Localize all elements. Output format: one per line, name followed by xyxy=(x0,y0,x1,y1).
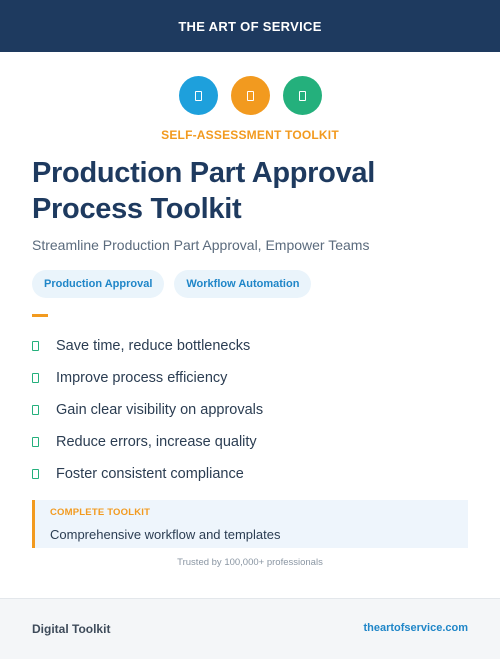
benefit-item: Foster consistent compliance xyxy=(32,458,263,490)
benefit-item: Save time, reduce bottlenecks xyxy=(32,330,263,362)
check-icon xyxy=(32,437,39,447)
benefit-item: Improve process efficiency xyxy=(32,362,263,394)
accent-divider xyxy=(32,314,48,317)
benefit-item: Reduce errors, increase quality xyxy=(32,426,263,458)
website-link[interactable]: theartofservice.com xyxy=(363,622,468,634)
benefit-list: Save time, reduce bottlenecks Improve pr… xyxy=(32,330,263,490)
document-icon xyxy=(246,90,254,101)
document-icon-orange xyxy=(230,76,270,115)
tag-production-approval: Production Approval xyxy=(32,270,165,298)
check-icon xyxy=(32,405,39,415)
benefit-text: Foster consistent compliance xyxy=(56,466,244,482)
subtitle: Streamline Production Part Approval, Emp… xyxy=(32,237,370,253)
footer-label: Digital Toolkit xyxy=(32,622,111,636)
kicker-label: SELF-ASSESSMENT TOOLKIT xyxy=(161,128,339,142)
footer: Digital Toolkit theartofservice.com xyxy=(0,598,500,659)
check-icon xyxy=(32,469,39,479)
check-icon xyxy=(32,341,39,351)
document-icon-green xyxy=(282,76,322,115)
tag-list: Production Approval Workflow Automation xyxy=(32,270,312,298)
benefit-text: Improve process efficiency xyxy=(56,370,228,386)
header-bar: THE ART OF SERVICE xyxy=(0,0,500,52)
benefit-text: Gain clear visibility on approvals xyxy=(56,402,264,418)
document-icon xyxy=(298,90,306,101)
benefit-item: Gain clear visibility on approvals xyxy=(32,394,263,426)
icon-row xyxy=(0,76,500,115)
callout-label: COMPLETE TOOLKIT xyxy=(50,507,151,518)
complete-toolkit-callout: COMPLETE TOOLKIT Comprehensive workflow … xyxy=(32,500,468,548)
check-icon xyxy=(32,373,39,383)
document-icon xyxy=(194,90,202,101)
brand-name: THE ART OF SERVICE xyxy=(178,18,322,34)
page-title: Production Part Approval Process Toolkit xyxy=(32,157,375,225)
trust-line: Trusted by 100,000+ professionals xyxy=(177,557,323,568)
benefit-text: Reduce errors, increase quality xyxy=(56,434,257,450)
tag-workflow-automation: Workflow Automation xyxy=(174,270,312,298)
callout-text: Comprehensive workflow and templates xyxy=(50,527,281,542)
document-icon-blue xyxy=(178,76,218,115)
benefit-text: Save time, reduce bottlenecks xyxy=(56,338,251,354)
